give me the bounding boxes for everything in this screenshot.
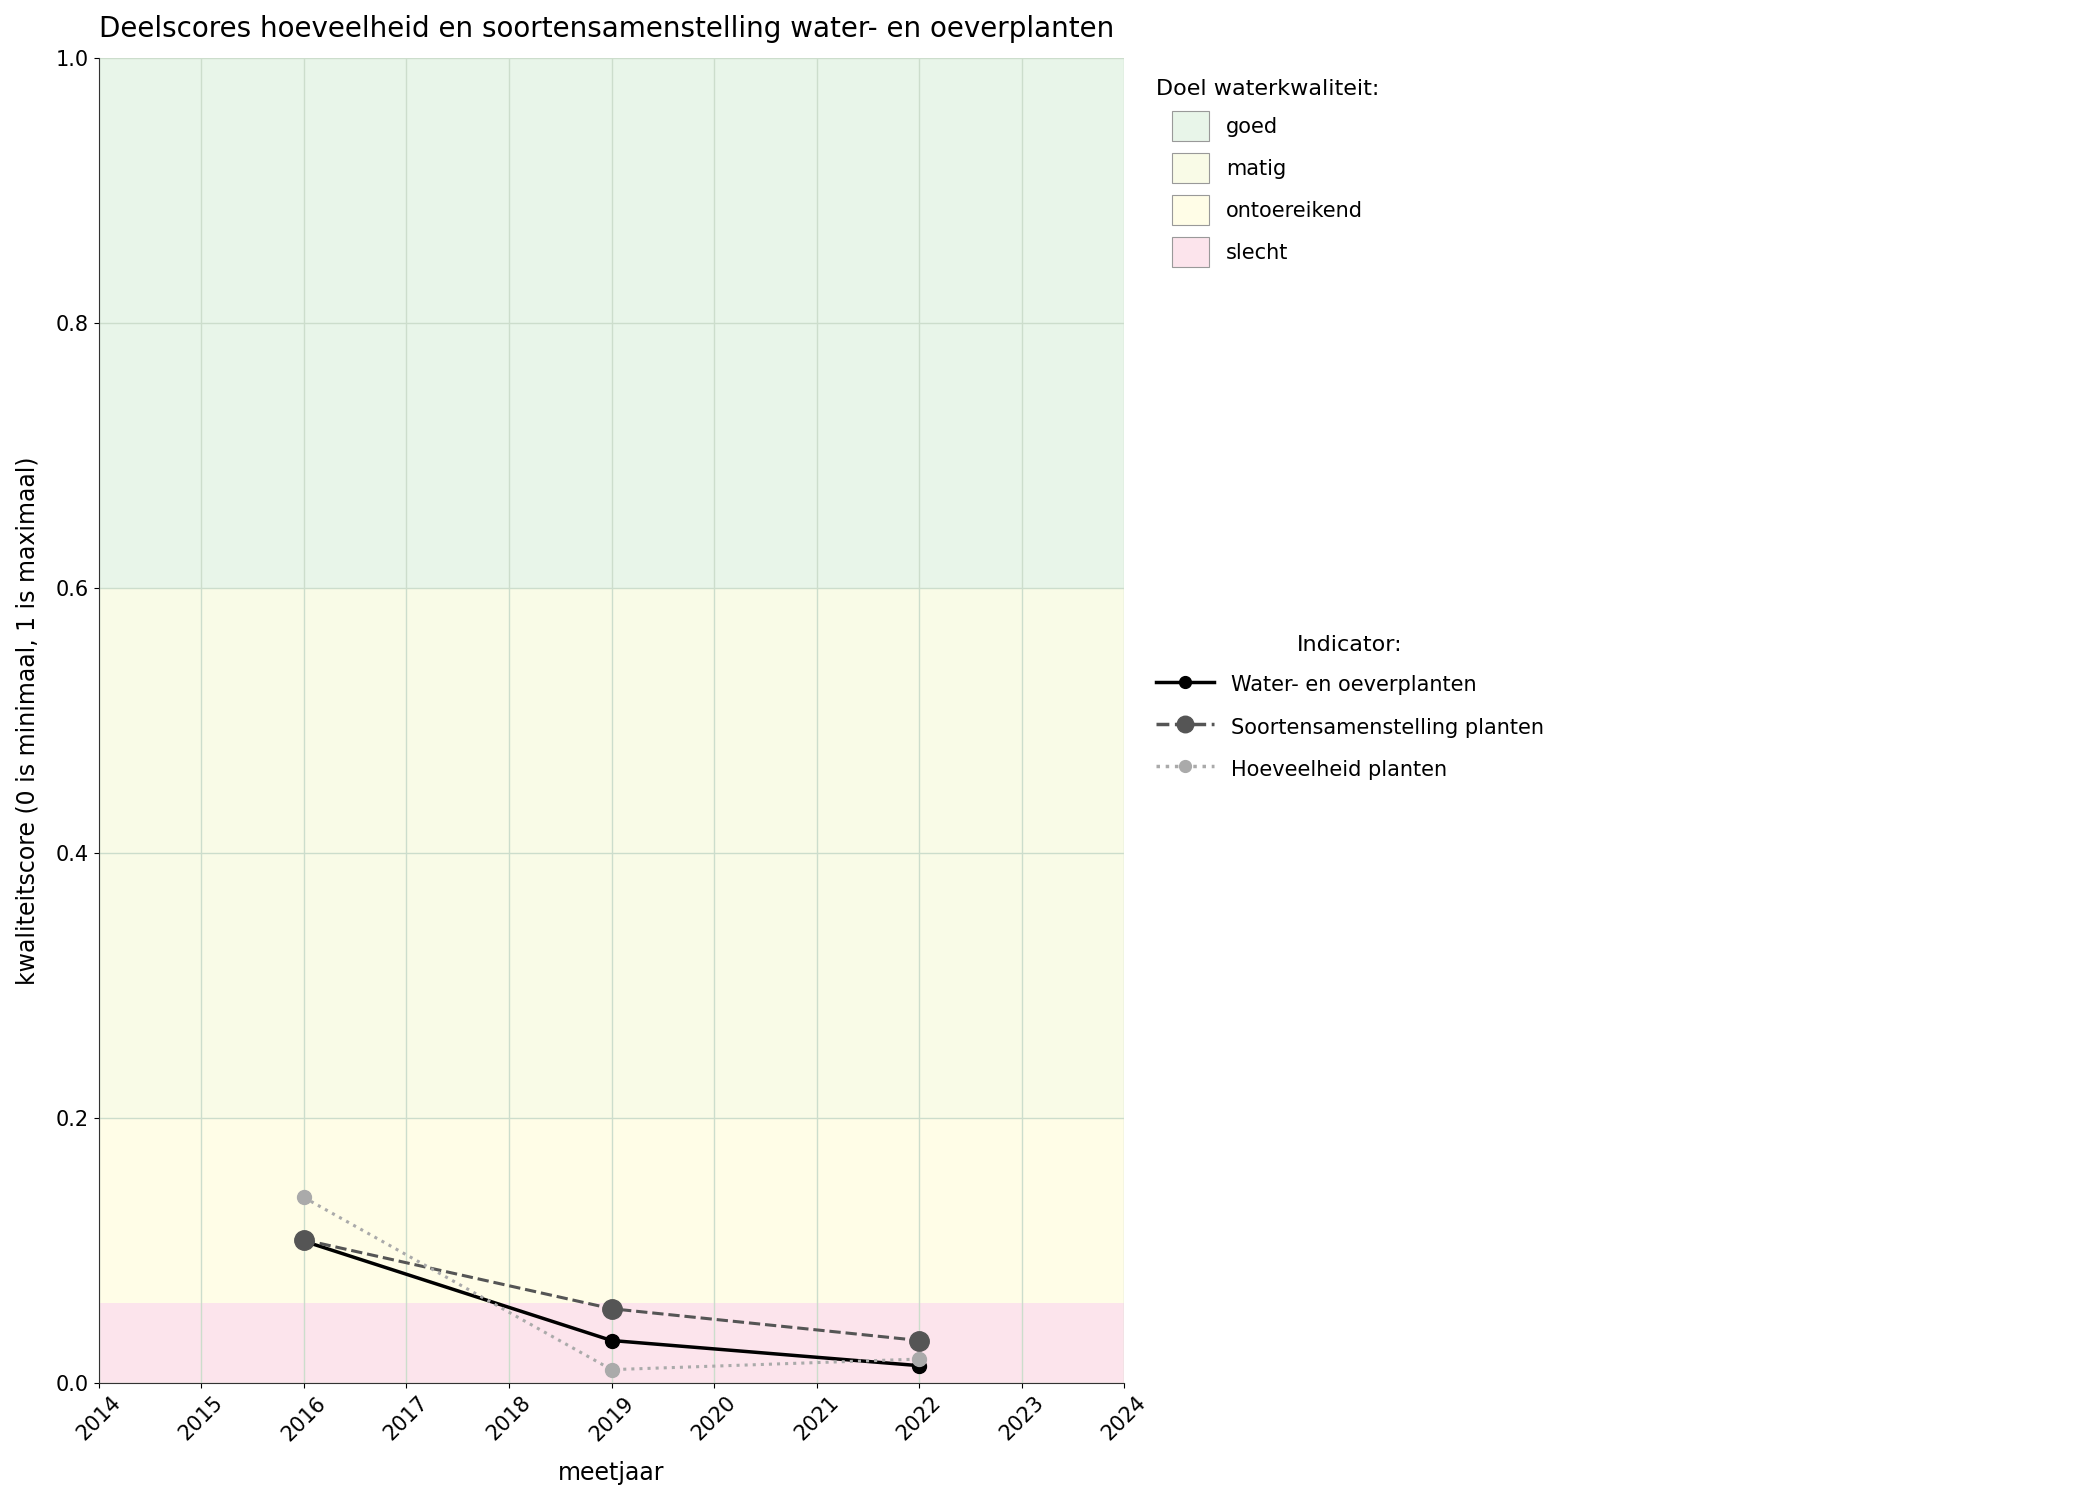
Y-axis label: kwaliteitscore (0 is minimaal, 1 is maximaal): kwaliteitscore (0 is minimaal, 1 is maxi… xyxy=(15,456,40,984)
Bar xyxy=(99,1304,1124,1383)
Bar xyxy=(99,1118,1124,1304)
Legend: Water- en oeverplanten, Soortensamenstelling planten, Hoeveelheid planten: Water- en oeverplanten, Soortensamenstel… xyxy=(1144,626,1554,792)
Bar xyxy=(99,588,1124,1118)
Bar xyxy=(99,58,1124,588)
Text: Deelscores hoeveelheid en soortensamenstelling water- en oeverplanten: Deelscores hoeveelheid en soortensamenst… xyxy=(99,15,1113,44)
X-axis label: meetjaar: meetjaar xyxy=(559,1461,666,1485)
